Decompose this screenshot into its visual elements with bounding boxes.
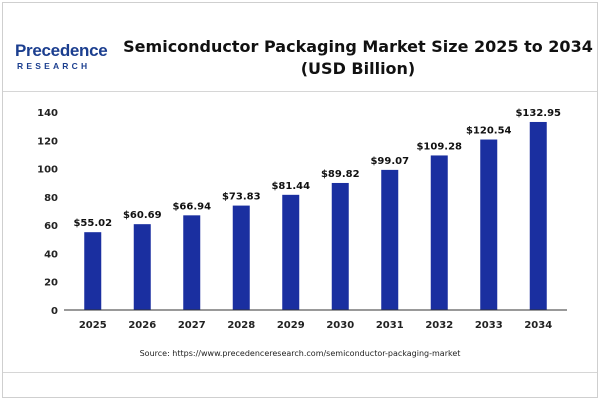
y-tick-label: 0 xyxy=(51,306,58,317)
x-tick-label: 2029 xyxy=(277,320,305,331)
data-label-2025: $55.02 xyxy=(73,218,112,229)
data-label-2034: $132.95 xyxy=(515,108,561,119)
data-label-2031: $99.07 xyxy=(370,156,409,167)
x-tick-label: 2028 xyxy=(227,320,255,331)
bar-2028 xyxy=(232,205,250,310)
x-axis: 2025 2026 2027 2028 2029 2030 2031 2032 2033 2034 xyxy=(64,309,567,331)
logo-wordmark: Precedence xyxy=(15,41,108,60)
y-tick-label: 140 xyxy=(37,108,58,119)
data-label-2032: $109.28 xyxy=(416,141,462,152)
data-labels: $55.02 $60.69 $66.94 $73.83 $81.44 $89.82 $99.… xyxy=(73,108,561,229)
x-tick-label: 2026 xyxy=(128,320,156,331)
x-tick-label: 2033 xyxy=(475,320,503,331)
source-note: Source: https://www.precedenceresearch.c… xyxy=(139,349,461,358)
bar-2033 xyxy=(480,139,498,310)
y-tick-label: 80 xyxy=(44,193,58,204)
bar-2030 xyxy=(331,182,349,310)
bar-series xyxy=(84,121,547,310)
y-tick-label: 120 xyxy=(37,136,58,147)
y-tick-label: 20 xyxy=(44,278,58,289)
y-axis: 0 20 40 60 80 100 120 140 xyxy=(37,108,58,317)
chart-title-line-1: Semiconductor Packaging Market Size 2025… xyxy=(123,37,593,56)
x-tick-label: 2027 xyxy=(178,320,206,331)
plot-panel: 0 20 40 60 80 100 120 140 $55.02 $60.69 $66.94 $73… xyxy=(3,91,597,373)
bar-2025 xyxy=(84,232,102,310)
bar-2032 xyxy=(430,155,448,310)
x-tick-label: 2032 xyxy=(425,320,453,331)
x-tick-label: 2034 xyxy=(524,320,552,331)
data-label-2028: $73.83 xyxy=(222,192,261,203)
brand-logo: Precedence RESEARCH xyxy=(15,41,115,77)
logo-subtitle: RESEARCH xyxy=(17,61,91,71)
y-tick-label: 100 xyxy=(37,165,58,176)
bar-chart: 0 20 40 60 80 100 120 140 $55.02 $60.69 $66.94 $73… xyxy=(37,108,567,331)
data-label-2027: $66.94 xyxy=(172,201,211,212)
chart-title-line-2: (USD Billion) xyxy=(300,59,416,78)
chart-title: Semiconductor Packaging Market Size 2025… xyxy=(123,36,593,80)
x-tick-label: 2030 xyxy=(326,320,354,331)
x-tick-label: 2025 xyxy=(79,320,107,331)
bar-2029 xyxy=(282,194,300,310)
y-tick-label: 40 xyxy=(44,249,58,260)
data-label-2033: $120.54 xyxy=(466,126,512,137)
bar-2027 xyxy=(183,215,201,310)
data-label-2026: $60.69 xyxy=(123,210,162,221)
data-label-2029: $81.44 xyxy=(271,181,310,192)
data-label-2030: $89.82 xyxy=(321,169,360,180)
y-tick-label: 60 xyxy=(44,221,58,232)
chart-header: Precedence RESEARCH Semiconductor Packag… xyxy=(3,3,597,87)
bar-2031 xyxy=(381,169,399,310)
bar-2034 xyxy=(529,121,547,310)
bar-2026 xyxy=(133,224,151,310)
x-tick-label: 2031 xyxy=(376,320,404,331)
